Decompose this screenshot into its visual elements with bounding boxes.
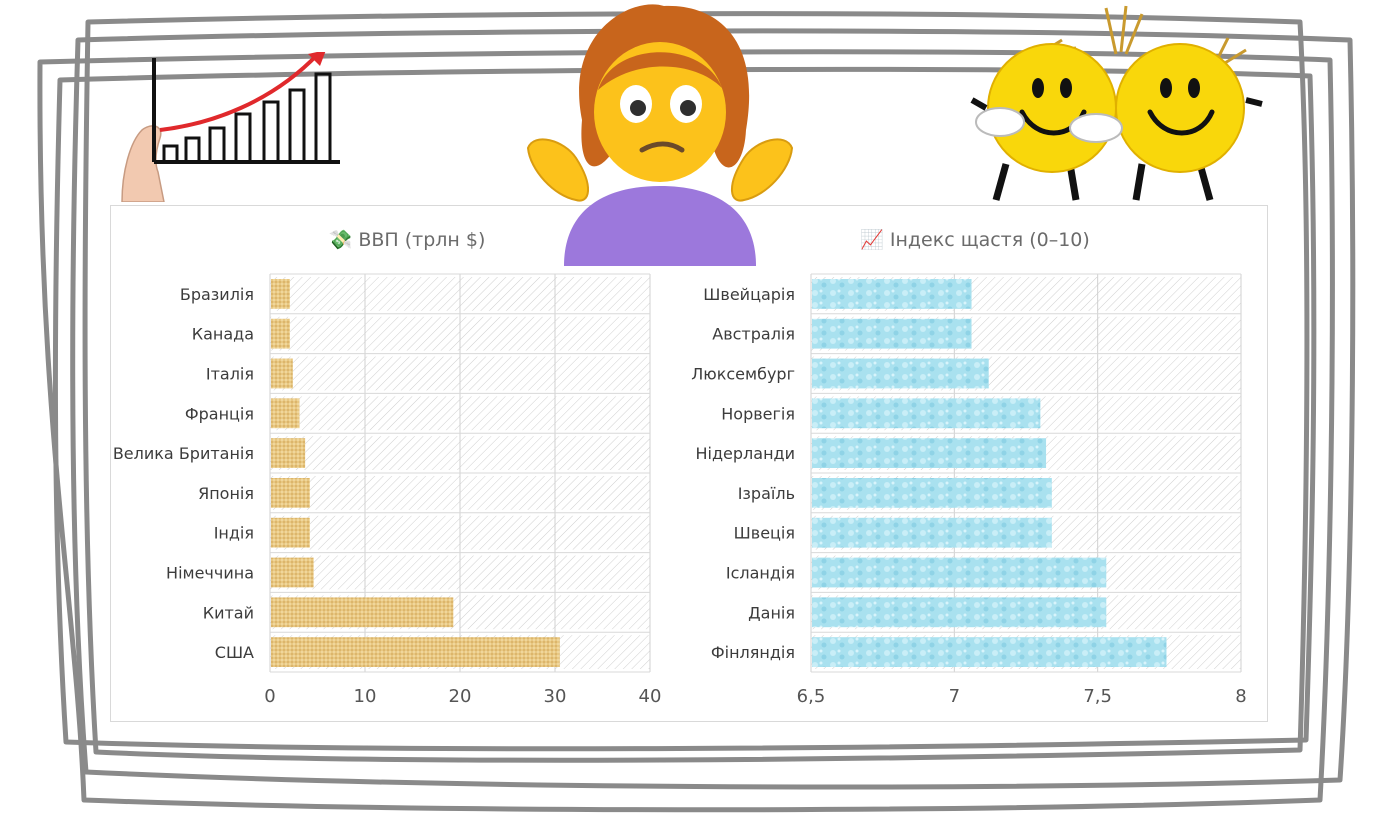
category-label: Норвегія [721, 404, 795, 423]
bar [812, 478, 1052, 508]
x-tick-label: 10 [354, 686, 377, 707]
bar [271, 358, 293, 389]
x-tick-label: 7 [949, 686, 960, 707]
category-label: Фінляндія [711, 643, 795, 662]
bar [812, 517, 1052, 548]
category-label: Франція [185, 404, 254, 423]
category-label: Бразилія [180, 285, 254, 304]
happiness-chart: 6,5 7 7,5 8 Швейцарія Австралія Люксембург Норв… [691, 228, 1247, 707]
bar [271, 398, 300, 429]
shrugging-woman-emoji-icon [526, 4, 794, 266]
x-tick-label: 0 [264, 686, 275, 707]
money-with-wings-icon: 💸 [329, 229, 359, 251]
x-tick-label: 20 [449, 686, 472, 707]
bar [271, 478, 310, 508]
chart-increasing-icon: 📈 [860, 228, 890, 251]
bar [812, 637, 1167, 667]
bar [812, 358, 989, 389]
bar [271, 517, 310, 548]
category-label: Італія [206, 365, 254, 384]
category-label: Данія [748, 603, 795, 622]
category-label: Японія [198, 484, 254, 503]
category-label: Швеція [734, 524, 795, 543]
category-label: Китай [203, 603, 254, 622]
category-label: США [215, 643, 254, 662]
chart-title: 💸 ВВП (трлн $) [329, 229, 486, 251]
category-label: Ізраїль [738, 484, 795, 503]
growth-chart-sketch-icon [121, 52, 340, 202]
plot-area: 6,5 7 7,5 8 Швейцарія Австралія Люксембург Норв… [691, 273, 1247, 707]
gdp-chart: 0 10 20 30 40 Бразилія Канада Італія Франція Вели… [113, 229, 662, 707]
bar [812, 279, 972, 309]
bar [271, 318, 290, 349]
bar [271, 438, 306, 468]
x-tick-label: 40 [639, 686, 662, 707]
category-label: Канада [192, 325, 254, 344]
chart-title: 📈 Індекс щастя (0–10) [860, 228, 1090, 251]
smiley-couple-icon [970, 5, 1263, 201]
bar [812, 597, 1107, 628]
plot-area: 0 10 20 30 40 Бразилія Канада Італія Франція Вели… [113, 273, 662, 707]
bar [812, 438, 1047, 468]
bar [271, 637, 560, 667]
bar [271, 279, 290, 309]
category-label: Нідерланди [696, 444, 796, 463]
category-label: Швейцарія [703, 285, 795, 304]
x-tick-label: 8 [1235, 686, 1246, 707]
bar [271, 597, 454, 628]
x-tick-label: 30 [544, 686, 567, 707]
bar [812, 557, 1107, 588]
bar [812, 318, 972, 349]
category-label: Велика Британія [113, 444, 254, 463]
category-label: Люксембург [691, 365, 795, 384]
x-tick-label: 7,5 [1083, 686, 1112, 707]
x-tick-label: 6,5 [797, 686, 826, 707]
category-label: Ісландія [726, 564, 795, 583]
category-label: Австралія [712, 325, 795, 344]
category-label: Німеччина [166, 564, 254, 583]
bar [812, 398, 1041, 429]
bar [271, 557, 314, 588]
category-label: Індія [214, 524, 254, 543]
